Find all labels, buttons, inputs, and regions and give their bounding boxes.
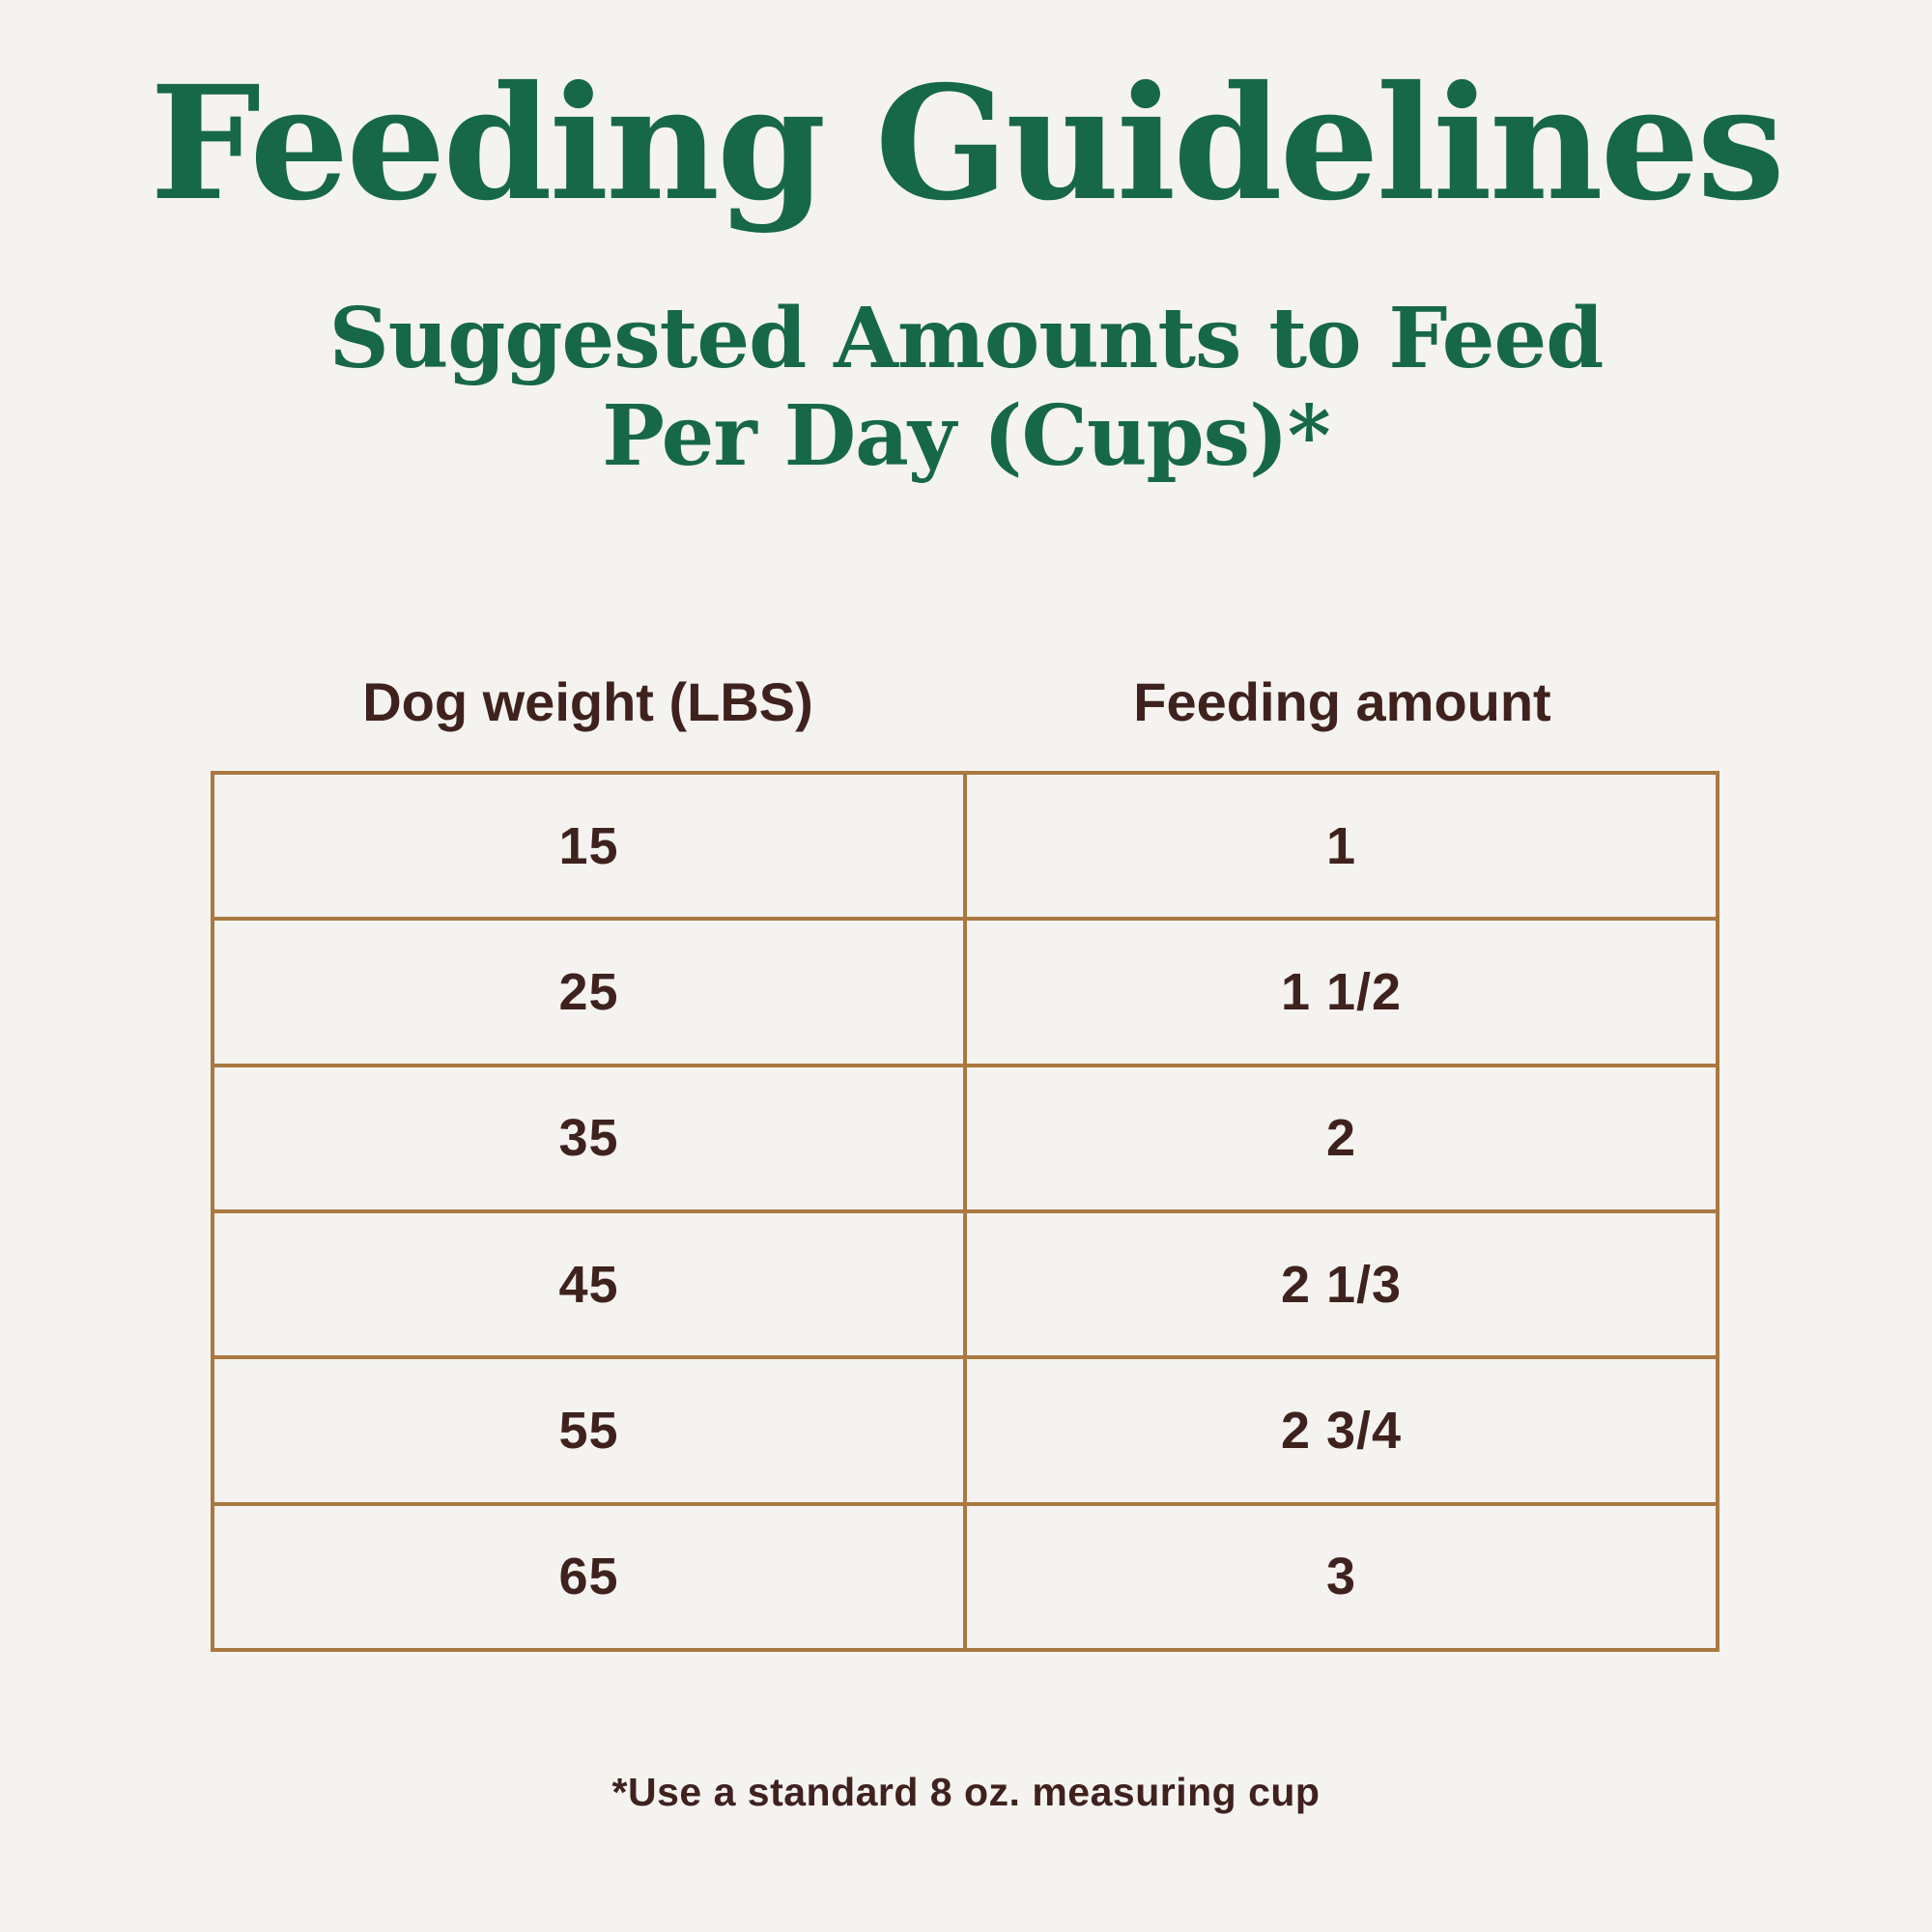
column-header-dog-weight: Dog weight (LBS) — [362, 671, 813, 732]
table-row: 35 2 — [214, 1063, 1716, 1209]
feeding-table: 15 1 25 1 1/2 35 2 45 2 1/3 55 2 3/4 65 … — [211, 771, 1719, 1652]
page-subtitle: Suggested Amounts to Feed Per Day (Cups)… — [0, 290, 1932, 486]
table-column-headers: Dog weight (LBS) Feeding amount — [211, 670, 1719, 733]
dog-weight-cell: 65 — [214, 1505, 967, 1648]
table-row: 25 1 1/2 — [214, 917, 1716, 1064]
feeding-amount-cell: 2 1/3 — [1280, 1255, 1403, 1314]
table-row: 15 1 — [214, 775, 1716, 918]
table-row: 55 2 3/4 — [214, 1355, 1716, 1502]
column-header-feeding-amount: Feeding amount — [1133, 671, 1551, 732]
subtitle-line-2: Per Day (Cups)* — [602, 387, 1330, 486]
dog-weight-cell: 25 — [214, 921, 967, 1064]
measuring-cup-footnote: *Use a standard 8 oz. measuring cup — [611, 1770, 1321, 1814]
subtitle-line-1: Suggested Amounts to Feed — [328, 290, 1605, 387]
dog-weight-cell: 45 — [214, 1212, 967, 1356]
feeding-amount-cell: 3 — [1325, 1548, 1357, 1606]
dog-weight-cell: 35 — [214, 1066, 967, 1209]
page-title: Feeding Guidelines — [150, 52, 1785, 236]
feeding-amount-cell: 2 — [1325, 1109, 1357, 1168]
table-row: 65 3 — [214, 1501, 1716, 1648]
feeding-amount-cell: 1 1/2 — [1280, 962, 1403, 1021]
feeding-amount-cell: 1 — [1325, 816, 1357, 875]
dog-weight-cell: 55 — [214, 1359, 967, 1502]
feeding-amount-cell: 2 3/4 — [1280, 1401, 1403, 1460]
dog-weight-cell: 15 — [214, 775, 967, 918]
table-row: 45 2 1/3 — [214, 1208, 1716, 1356]
